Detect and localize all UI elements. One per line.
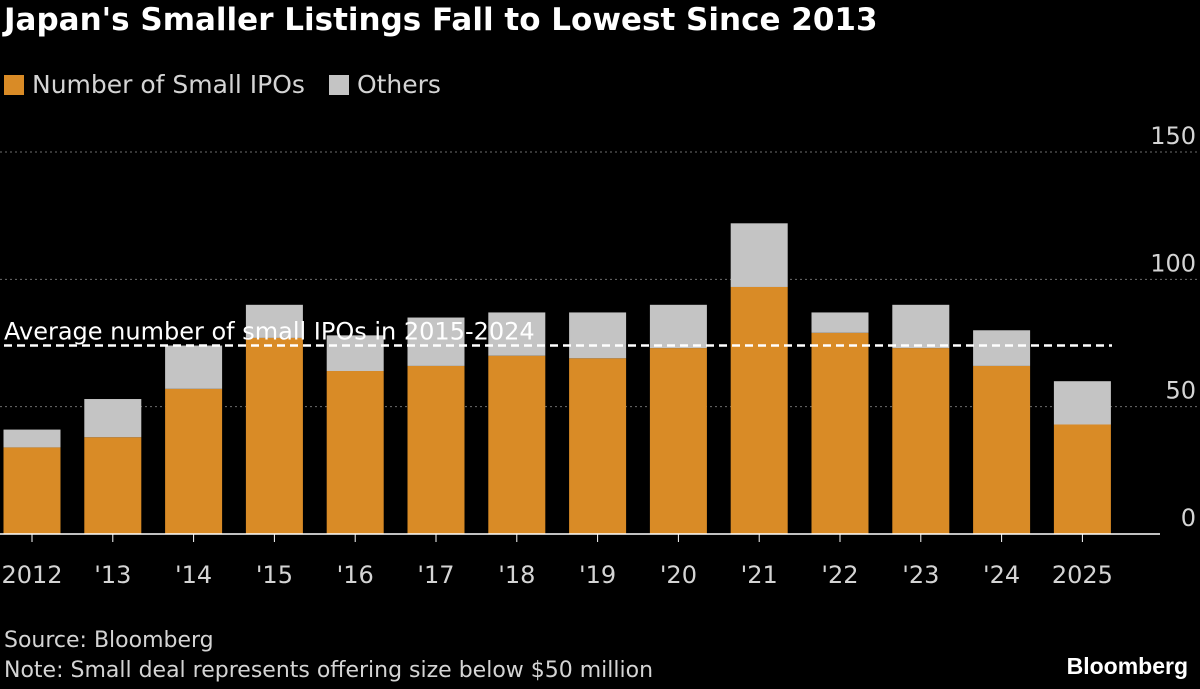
y-tick-label: 100: [1150, 249, 1196, 277]
x-tick-label: '17: [417, 561, 454, 589]
legend: Number of Small IPOs Others: [4, 70, 465, 99]
bar-others: [569, 312, 627, 359]
bar-small-ipos: [569, 358, 627, 534]
bar-small-ipos: [811, 332, 869, 534]
x-tick-label: '14: [175, 561, 212, 589]
bar-others: [165, 345, 223, 389]
bar-others: [3, 429, 61, 448]
bar-small-ipos: [892, 348, 950, 534]
x-tick-label: '22: [821, 561, 858, 589]
legend-swatch-others: [328, 74, 349, 95]
y-tick-label: 50: [1165, 377, 1196, 405]
bar-others: [488, 312, 546, 356]
bar-others: [730, 223, 788, 287]
legend-label-others: Others: [356, 70, 441, 99]
bar-small-ipos: [973, 365, 1031, 534]
bar-small-ipos: [84, 437, 142, 534]
x-tick-label: '21: [741, 561, 778, 589]
bar-small-ipos: [3, 447, 61, 534]
x-tick-label: 2025: [1052, 561, 1113, 589]
y-tick-label: 150: [1150, 122, 1196, 150]
y-tick-label: 0: [1181, 504, 1196, 532]
legend-label-small-ipos: Number of Small IPOs: [32, 70, 305, 99]
bar-others: [973, 330, 1031, 366]
legend-item-small-ipos: Number of Small IPOs: [4, 70, 305, 99]
bar-small-ipos: [326, 371, 384, 534]
average-line-label: Average number of small IPOs in 2015-202…: [4, 318, 535, 346]
chart-title: Japan's Smaller Listings Fall to Lowest …: [4, 2, 878, 38]
bar-others: [811, 312, 869, 333]
bar-small-ipos: [407, 365, 465, 534]
source-text: Source: Bloomberg: [4, 628, 214, 653]
x-tick-label: '23: [902, 561, 939, 589]
bar-others: [649, 304, 707, 349]
legend-swatch-small-ipos: [4, 74, 24, 95]
x-tick-label: '20: [660, 561, 697, 589]
bar-others: [1053, 381, 1111, 425]
bloomberg-logo: Bloomberg: [1066, 653, 1188, 679]
bar-small-ipos: [488, 355, 546, 534]
note-text: Note: Small deal represents offering siz…: [4, 658, 654, 683]
x-tick-label: '18: [498, 561, 535, 589]
bar-others: [245, 304, 303, 338]
bar-small-ipos: [245, 337, 303, 534]
bar-others: [892, 304, 950, 349]
bar-small-ipos: [730, 286, 788, 534]
legend-item-others: Others: [328, 70, 441, 99]
bar-others: [326, 335, 384, 372]
x-tick-label: '19: [579, 561, 616, 589]
x-tick-label: '15: [256, 561, 293, 589]
x-tick-label: 2012: [1, 561, 62, 589]
bar-others: [407, 317, 465, 366]
x-tick-label: '24: [983, 561, 1020, 589]
bar-others: [84, 399, 142, 438]
bar-small-ipos: [165, 388, 223, 534]
x-tick-label: '13: [94, 561, 131, 589]
bar-small-ipos: [1053, 424, 1111, 534]
x-tick-label: '16: [337, 561, 374, 589]
bar-small-ipos: [649, 348, 707, 534]
